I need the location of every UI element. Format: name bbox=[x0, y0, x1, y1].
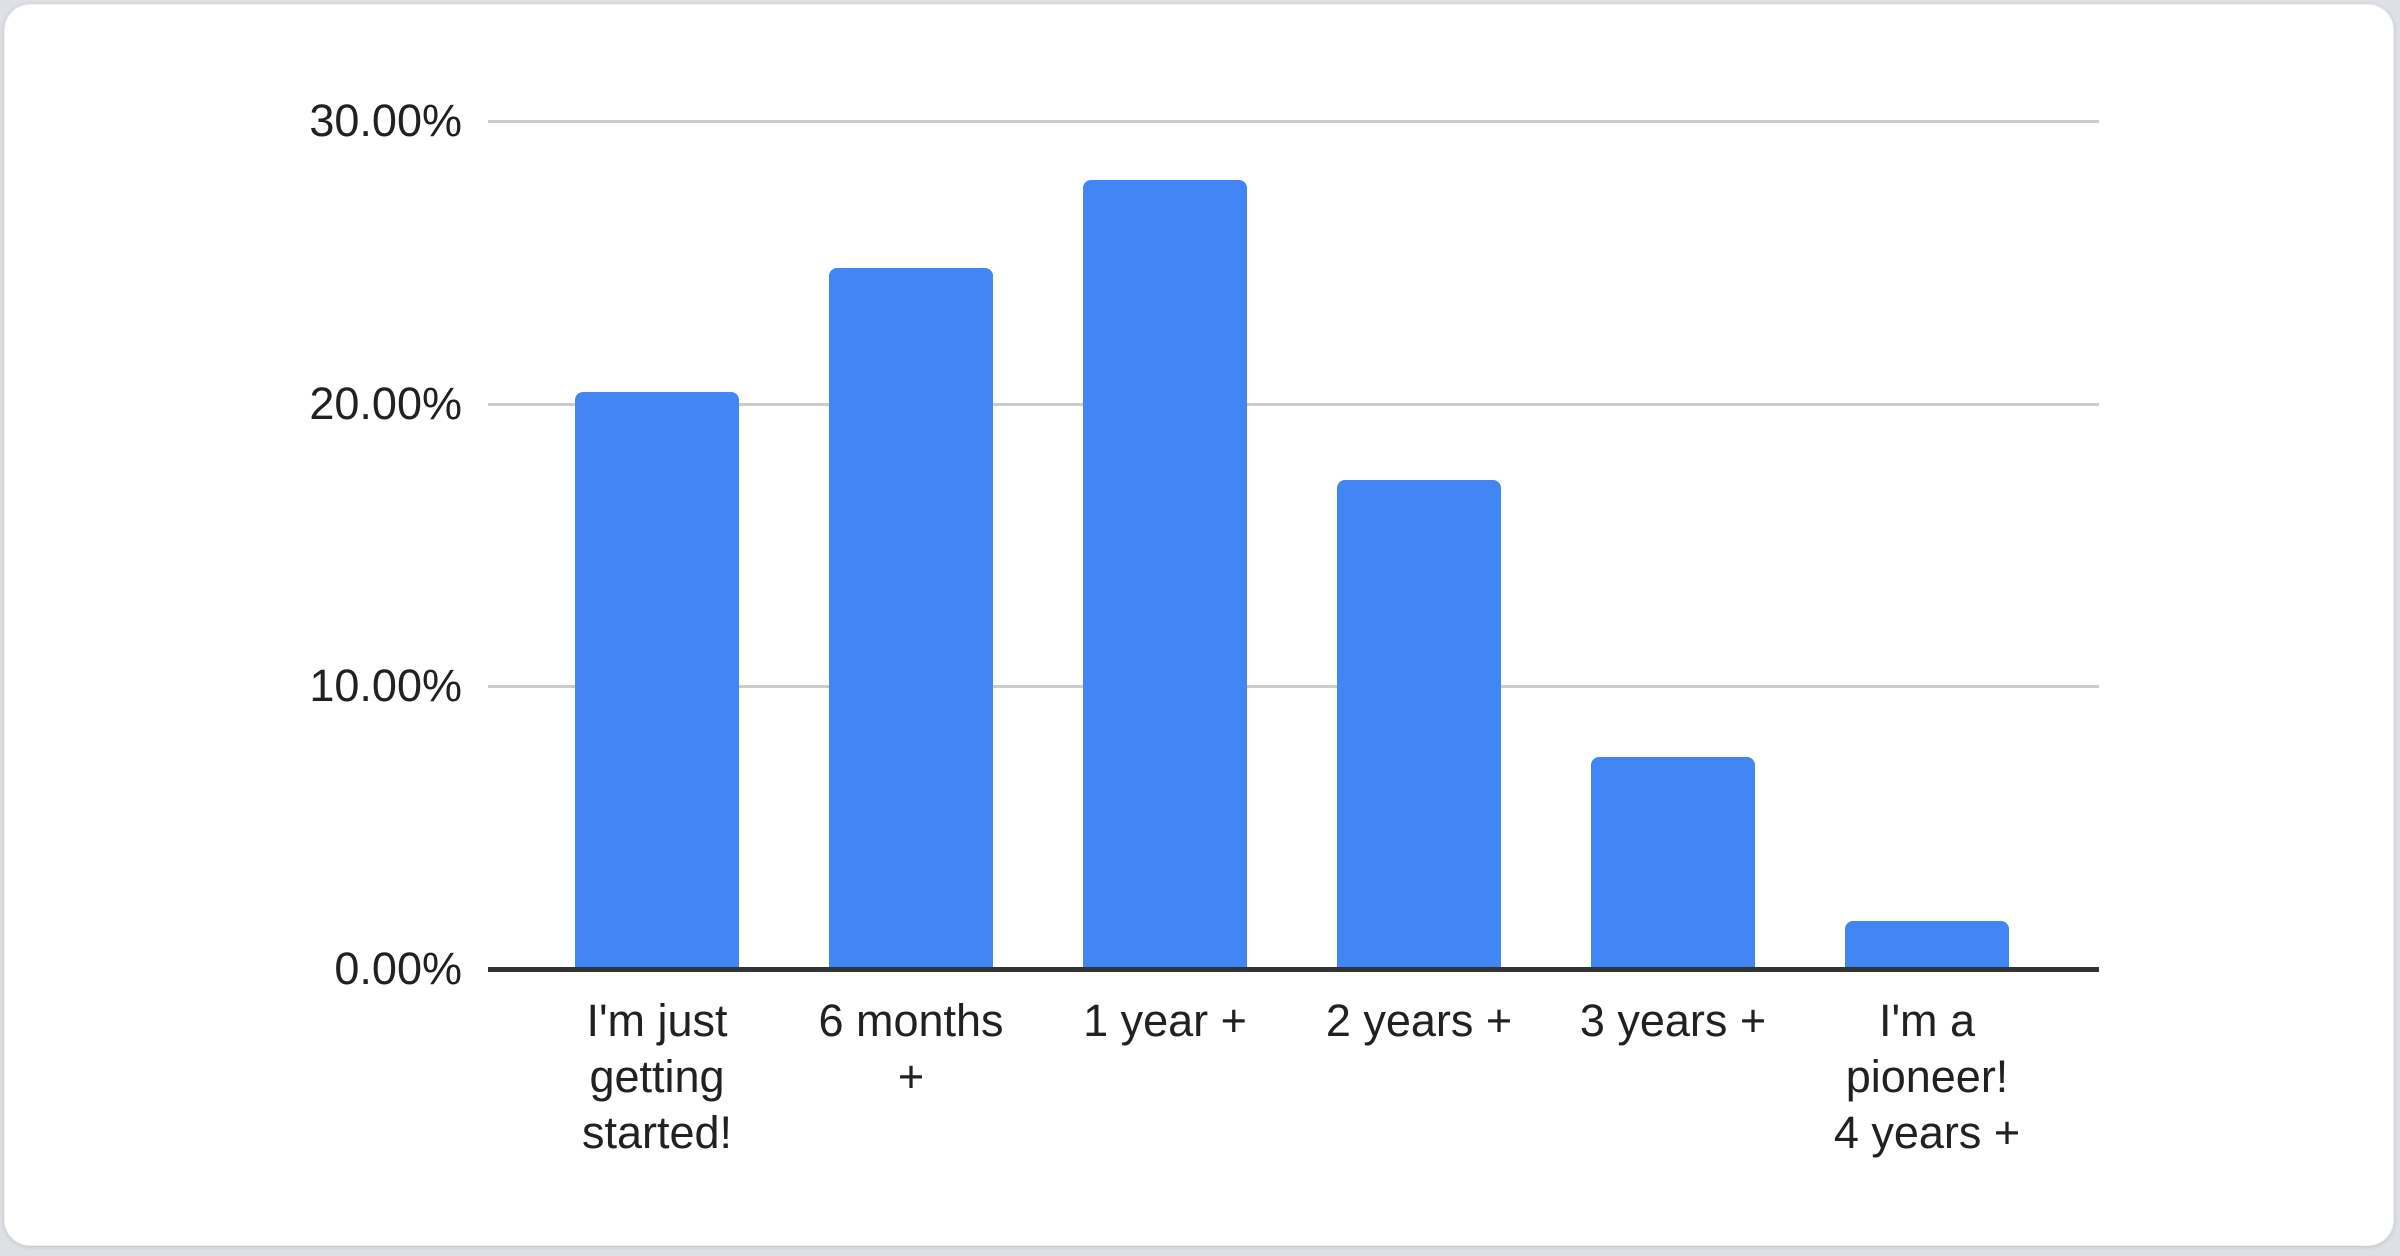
x-axis-tick-label: 6 months + bbox=[818, 995, 1004, 1102]
bar-I'm just getting started![interactable] bbox=[575, 392, 739, 969]
bar-I'm a pioneer! 4 years +[interactable] bbox=[1845, 921, 2009, 969]
x-axis-tick-label: 2 years + bbox=[1325, 995, 1513, 1046]
gridline-10.00% bbox=[488, 685, 2099, 689]
x-axis-tick-label: 1 year + bbox=[1083, 995, 1247, 1046]
x-axis-line bbox=[488, 967, 2099, 972]
x-axis-tick-label: I'm a pioneer! 4 years + bbox=[1833, 995, 2021, 1158]
gridline-30.00% bbox=[488, 120, 2099, 123]
gridline-20.00% bbox=[488, 402, 2099, 406]
y-axis-tick-label: 10.00% bbox=[309, 660, 462, 712]
y-axis-tick-label: 20.00% bbox=[309, 377, 462, 429]
x-axis-tick-label: I'm just getting started! bbox=[581, 995, 733, 1158]
bar-2 years +[interactable] bbox=[1337, 480, 1501, 969]
y-axis-tick-label: 30.00% bbox=[309, 95, 462, 146]
bar-6 months +[interactable] bbox=[829, 268, 993, 969]
y-axis-tick-label: 0.00% bbox=[334, 943, 462, 994]
bar-1 year +[interactable] bbox=[1083, 180, 1247, 969]
chart-card: 30.00% 20.00% 10.00% 0.00% I'm just getting … bbox=[4, 4, 2394, 1246]
x-axis-tick-label: 3 years + bbox=[1579, 995, 1767, 1046]
bar-3 years +[interactable] bbox=[1591, 757, 1755, 969]
